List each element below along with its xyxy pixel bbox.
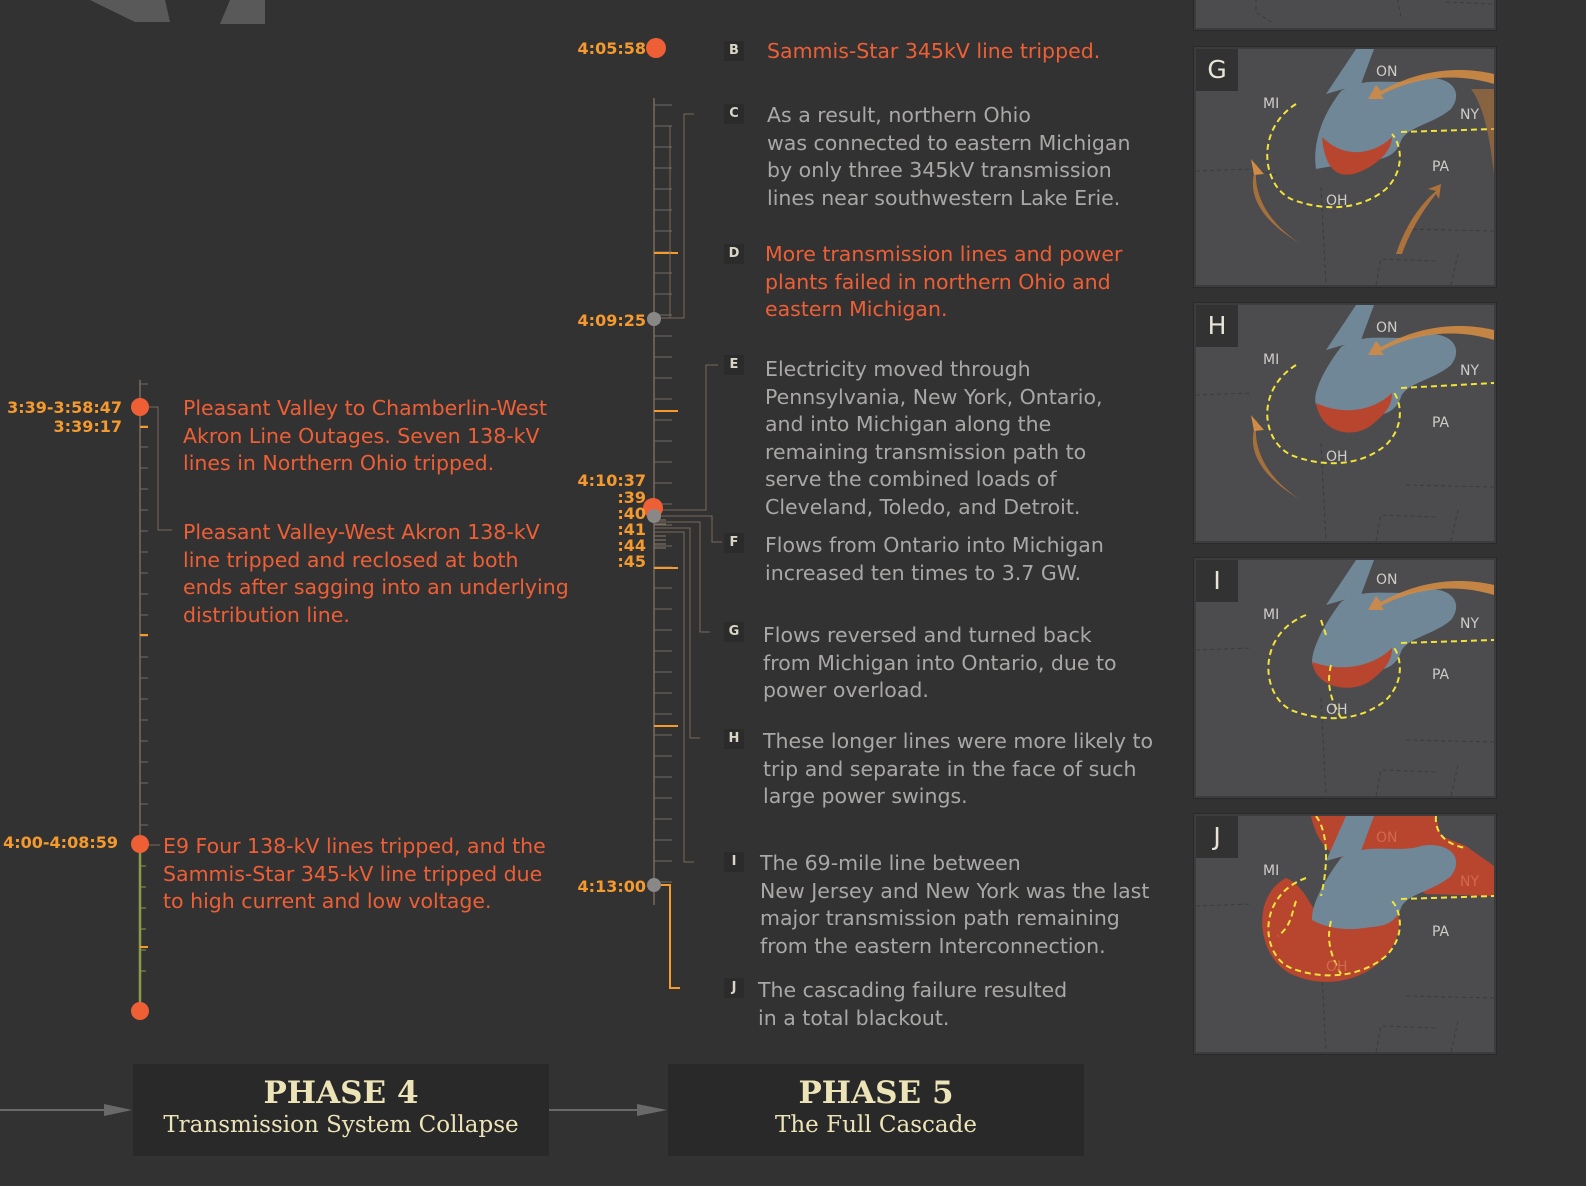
state-label-on: ON [1376, 572, 1398, 588]
map-panel-h: H MI ON NY PA OH [1194, 303, 1496, 543]
event-d-text: More transmission lines and power plants… [765, 242, 1123, 321]
event-e-text: Electricity moved through Pennsylvania, … [765, 357, 1103, 519]
state-label-on: ON [1376, 64, 1398, 80]
phase5-time-4-10-37: 4:10:37 [577, 471, 646, 490]
state-label-mi: MI [1263, 352, 1280, 368]
connector-c [654, 113, 694, 319]
map-label-j: J [1196, 816, 1238, 858]
state-label-ny: NY [1460, 874, 1480, 890]
phase4-time-2: 3:39:17 [53, 417, 122, 436]
connector-d [664, 126, 671, 319]
connector-j [654, 884, 680, 989]
phase4-banner: PHASE 4 Transmission System Collapse [133, 1064, 549, 1156]
map-panel-j: J MI ON NY PA OH [1194, 814, 1496, 1054]
map-label-g: G [1196, 49, 1238, 91]
phase4-timeline [131, 380, 172, 1020]
event-letter-f: F [724, 533, 744, 553]
phase4-time-1: 3:39-3:58:47 [7, 398, 122, 417]
event-j-text: The cascading failure resulted in a tota… [758, 978, 1068, 1030]
state-label-ny: NY [1460, 363, 1480, 379]
timeline-event-dot [131, 398, 149, 416]
phase5-title: PHASE 5 [798, 1075, 954, 1111]
state-label-on: ON [1376, 320, 1398, 336]
phase5-time-41: :41 [617, 520, 646, 539]
timeline-event-dot [647, 509, 661, 523]
state-label-ny: NY [1460, 616, 1480, 632]
state-label-mi: MI [1263, 863, 1280, 879]
state-label-pa: PA [1432, 667, 1450, 683]
event-letter-e: E [724, 355, 744, 375]
phase4-event-1: Pleasant Valley to Chamberlin-West Akron… [183, 396, 548, 475]
map-panel-top-partial [1194, 0, 1496, 30]
event-f-text: Flows from Ontario into Michigan increas… [765, 533, 1104, 585]
state-label-mi: MI [1263, 607, 1280, 623]
phase4-event-3: E9 Four 138-kV lines tripped, and the Sa… [163, 834, 546, 913]
state-label-oh: OH [1326, 193, 1348, 209]
state-label-oh: OH [1326, 702, 1348, 718]
phase-flow-arrows [0, 1104, 667, 1116]
phase4-subtitle: Transmission System Collapse [163, 1112, 519, 1138]
phase5-time-40: :40 [617, 504, 646, 523]
phase5-banner: PHASE 5 The Full Cascade [668, 1064, 1084, 1156]
phase4-title: PHASE 4 [263, 1075, 419, 1111]
state-label-pa: PA [1432, 159, 1450, 175]
map-label-i: I [1196, 560, 1238, 602]
event-letter-b: B [724, 41, 744, 61]
state-label-oh: OH [1326, 959, 1348, 975]
event-i-text: The 69-mile line between New Jersey and … [760, 851, 1150, 958]
decorative-arrow-fragment [90, 0, 265, 24]
event-letter-d: D [724, 244, 744, 264]
state-label-pa: PA [1432, 415, 1450, 431]
phase5-time-44: :44 [617, 536, 646, 555]
map-panel-i: I MI ON NY PA OH [1194, 558, 1496, 798]
phase4-event-2: Pleasant Valley-West Akron 138-kV line t… [183, 520, 569, 627]
map-panel-g: G MI ON NY PA OH [1194, 47, 1496, 287]
timeline-connector [148, 406, 172, 531]
event-b-text: Sammis-Star 345kV line tripped. [767, 39, 1101, 63]
timeline-event-dot [131, 835, 149, 853]
event-c-text: As a result, northern Ohio was connected… [767, 103, 1131, 210]
connector-f [654, 515, 722, 543]
phase5-time-4-09-25: 4:09:25 [577, 311, 646, 330]
phase5-time-45: :45 [617, 552, 646, 571]
event-g-text: Flows reversed and turned back from Mich… [763, 623, 1117, 702]
phase5-time-4-05-58: 4:05:58 [577, 39, 646, 58]
state-label-on: ON [1376, 830, 1398, 846]
phase5-subtitle: The Full Cascade [775, 1112, 977, 1138]
map-label-h: H [1196, 305, 1238, 347]
event-h-text: These longer lines were more likely to t… [763, 729, 1154, 808]
phase5-timeline [643, 38, 722, 989]
phase4-time-3: 4:00-4:08:59 [3, 833, 118, 852]
timeline-event-dot [131, 1002, 149, 1020]
event-letter-c: C [724, 104, 744, 124]
phase5-time-39: :39 [617, 488, 646, 507]
connector-h [654, 527, 700, 739]
timeline-event-dot [647, 312, 661, 326]
event-letter-h: H [724, 729, 744, 749]
connector-e [654, 364, 718, 511]
state-label-ny: NY [1460, 107, 1480, 123]
connector-i [654, 531, 694, 863]
event-letter-i: I [724, 852, 744, 872]
state-label-oh: OH [1326, 449, 1348, 465]
event-letter-g: G [724, 622, 744, 642]
state-label-pa: PA [1432, 924, 1450, 940]
state-label-mi: MI [1263, 96, 1280, 112]
event-letter-j: J [724, 978, 744, 998]
connector-g [654, 521, 710, 633]
timeline-event-dot [646, 38, 666, 58]
phase5-time-4-13-00: 4:13:00 [577, 877, 646, 896]
timeline-event-dot [647, 878, 661, 892]
